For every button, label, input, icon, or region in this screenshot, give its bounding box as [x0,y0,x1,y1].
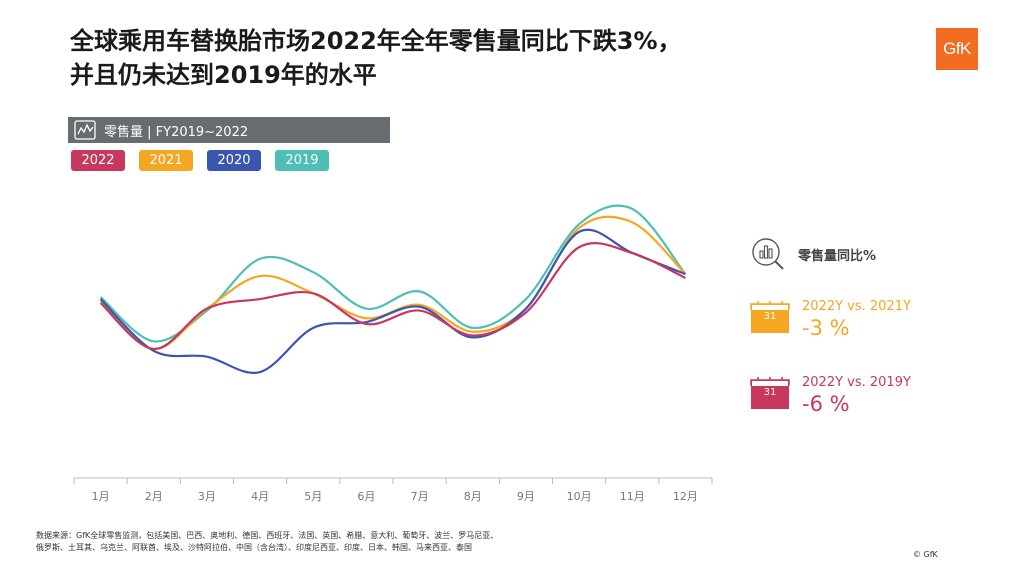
legend-item-2020: 2020 [207,150,261,171]
legend-item-2021: 2021 [139,150,193,171]
side-panel-heading-label: 零售量同比% [798,248,877,264]
calendar-day: 31 [763,387,777,398]
x-tick-label: 10月 [567,490,592,503]
source-note-line-1: 数据来源：GfK全球零售监测，包括美国、巴西、奥地利、德国、西班牙、法国、英国、… [36,531,499,540]
line-chart-icon [74,120,96,140]
page-title-line-2: 并且仍未达到2019年的水平 [70,61,377,89]
calendar-day: 31 [763,311,777,322]
comparison-1: 31 2022Y vs. 2021Y -3 % [750,300,911,339]
search-chart-icon [752,238,784,270]
source-note-line-2: 俄罗斯、土耳其、乌克兰、阿联酋、埃及、沙特阿拉伯、中国（含台湾）、印度尼西亚、印… [36,543,472,552]
chart-header-label: 零售量 | FY2019~2022 [104,124,249,140]
calendar-icon: 31 [750,376,790,410]
x-tick-label: 1月 [92,490,110,503]
x-tick-label: 2月 [145,490,163,503]
calendar-icon: 31 [750,300,790,334]
copyright: © GfK [913,550,938,559]
gfk-logo: GfK [936,28,978,70]
comparison-2: 31 2022Y vs. 2019Y -6 % [750,376,911,415]
x-tick-label: 11月 [620,490,645,503]
comparison-value: -6 % [802,392,850,416]
x-tick-label: 9月 [517,490,535,503]
side-panel-heading: 零售量同比% [750,236,876,272]
x-tick-label: 6月 [357,490,375,503]
comparison-label: 2022Y vs. 2021Y [802,299,911,314]
series-line-2019 [99,204,687,343]
x-tick-label: 12月 [673,490,698,503]
x-tick-label: 5月 [304,490,322,503]
comparison-label: 2022Y vs. 2019Y [802,375,911,390]
series-line-2021 [99,215,687,351]
source-note: 数据来源：GfK全球零售监测，包括美国、巴西、奥地利、德国、西班牙、法国、英国、… [36,530,596,554]
comparison-value: -3 % [802,316,850,340]
x-tick-label: 7月 [411,490,429,503]
page-title-line-1: 全球乘用车替换胎市场2022年全年零售量同比下跌3%， [70,27,682,55]
chart-header-bar: 零售量 | FY2019~2022 [68,117,390,143]
series-line-2022 [99,242,686,351]
page-title: 全球乘用车替换胎市场2022年全年零售量同比下跌3%， 并且仍未达到2019年的… [70,24,910,92]
x-tick-label: 3月 [198,490,216,503]
legend-item-2022: 2022 [71,150,125,171]
legend-item-2019: 2019 [275,150,329,171]
series-line-2020 [99,228,686,374]
x-tick-label: 4月 [251,490,269,503]
x-tick-label: 8月 [464,490,482,503]
chart-legend: 2022 2021 2020 2019 [71,150,329,171]
